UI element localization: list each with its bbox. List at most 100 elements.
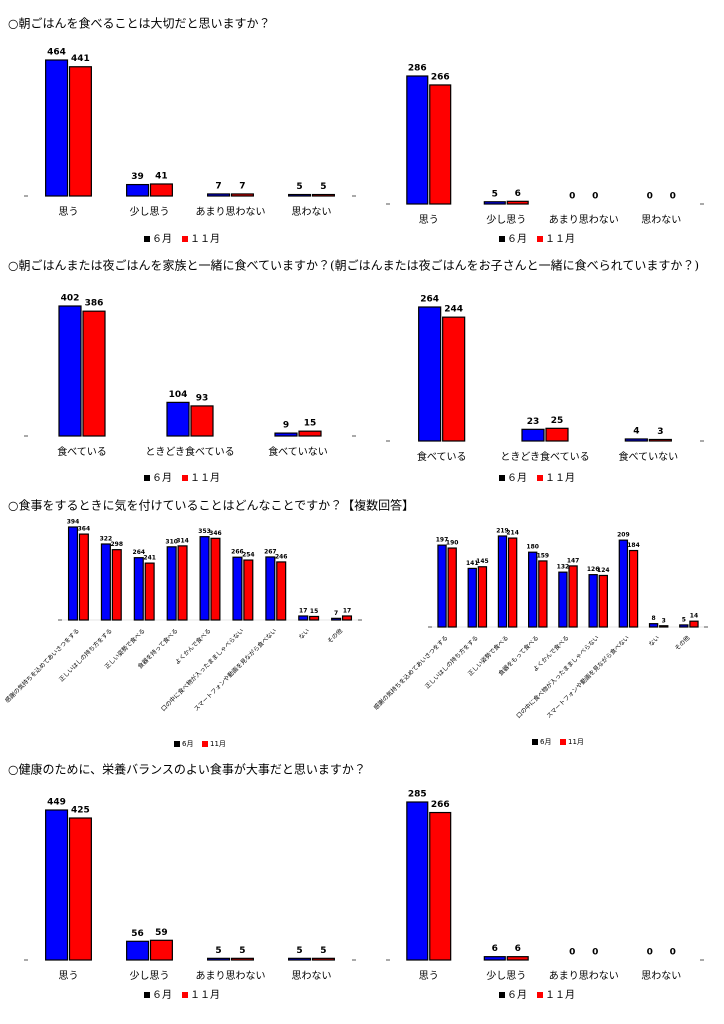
data-label: 7 [239,181,245,191]
bar [406,801,429,961]
x-tick-label: 思わない [641,214,681,226]
x-tick-label: ない [648,635,661,648]
data-label: 104 [169,390,188,400]
bar [68,817,92,961]
data-label: 264 [420,295,439,305]
bar [406,75,429,205]
data-label: 3 [657,427,663,437]
data-label: 132 [557,564,570,571]
bar [207,193,231,197]
legend-label: 6月 [540,738,551,746]
x-tick-label: 思わない [292,970,332,982]
data-label: 267 [264,548,277,555]
data-label: 5 [215,946,221,956]
bar [588,574,598,628]
x-tick-label: 正しいはしの持ち方をする [57,627,114,684]
data-label: 449 [47,798,66,808]
legend-label: ６月 [152,472,172,484]
data-label: 394 [67,519,80,526]
bar [442,316,466,442]
data-label: 5 [492,189,498,199]
x-tick-label: 少し思う [130,969,170,982]
data-label: 314 [176,537,189,544]
data-label: 23 [527,417,540,427]
x-tick-label: 食べていない [268,446,328,458]
data-label: 9 [283,421,289,431]
data-label: 5 [296,946,302,956]
bar [78,533,89,621]
legend-marker [202,741,208,747]
data-label: 184 [627,542,640,549]
bar [149,183,173,197]
bar [207,957,231,961]
x-tick-label: あまり思わない [196,970,266,982]
bar [309,615,320,621]
x-tick-label: 思う [59,206,79,218]
data-label: 244 [444,305,463,315]
legend-marker [499,475,505,481]
data-label: 464 [47,48,66,58]
legend-label: １１月 [190,989,220,1001]
data-label: 145 [476,558,489,565]
data-label: 0 [569,948,575,958]
x-tick-label: その他 [673,634,691,652]
legend-label: ６月 [152,989,172,1001]
legend-marker [537,992,543,998]
x-tick-label: 食べている [417,451,467,463]
x-tick-label: 食べている [57,446,107,458]
bar [331,617,342,621]
legend-label: １１月 [545,233,575,245]
data-label: 310 [165,538,178,545]
data-label: 190 [446,540,459,547]
section-heading: ○朝ごはんを食べることは大切だと思いますか？ [8,16,270,31]
bar [265,556,276,621]
bar [199,536,210,621]
bar [568,565,578,628]
bar [689,620,699,628]
bar [58,305,82,437]
data-label: 17 [299,607,307,614]
legend-marker [532,739,538,745]
section-heading: ○食事をするときに気を付けていることはどんなことですか？【複数回答】 [8,498,414,513]
bar [190,405,214,437]
x-tick-label: 少し思う [486,213,526,226]
bar [528,551,538,628]
data-label: 441 [71,54,90,64]
bar [447,547,457,628]
bar [628,549,639,628]
bar [274,432,298,437]
legend-marker [182,992,188,998]
bar [648,623,659,628]
bar [149,939,173,961]
bar [45,809,69,961]
bar [243,559,254,621]
data-label: 159 [537,552,550,559]
data-label: 25 [551,416,564,426]
data-label: 180 [526,544,539,551]
legend-marker [537,475,543,481]
bar [538,560,548,628]
data-label: 322 [100,535,113,542]
legend-label: 11月 [210,740,226,748]
data-label: 4 [633,426,639,436]
data-label: 15 [304,419,317,429]
data-label: 246 [275,553,288,560]
bar [166,401,190,437]
x-tick-label: 思わない [292,206,332,218]
data-label: 39 [131,172,144,182]
legend-marker [144,475,150,481]
bar [483,956,506,961]
data-label: 147 [567,557,580,564]
legend-marker [174,741,180,747]
bar [210,537,221,621]
bar [418,306,442,442]
data-label: 0 [670,948,676,958]
legend-marker [560,739,566,745]
bar [126,183,150,197]
bar [126,940,150,961]
legend-label: ６月 [507,989,527,1001]
legend-marker [144,992,150,998]
bar [82,310,106,437]
data-label: 5 [239,946,245,956]
x-tick-label: あまり思わない [549,214,619,226]
